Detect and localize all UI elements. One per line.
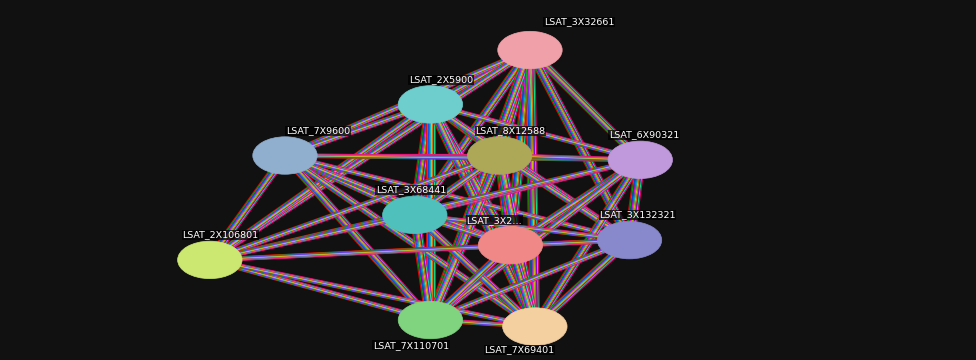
- Ellipse shape: [468, 137, 532, 174]
- Text: LSAT_7X69401: LSAT_7X69401: [484, 346, 554, 354]
- Text: LSAT_3X132321: LSAT_3X132321: [599, 210, 675, 220]
- Ellipse shape: [383, 196, 447, 234]
- Ellipse shape: [597, 221, 662, 259]
- Ellipse shape: [478, 226, 543, 264]
- Text: LSAT_2X5900: LSAT_2X5900: [409, 76, 473, 85]
- Text: LSAT_3X32661: LSAT_3X32661: [544, 17, 614, 26]
- Ellipse shape: [178, 241, 242, 279]
- Text: LSAT_6X90321: LSAT_6X90321: [609, 131, 679, 140]
- Text: LSAT_7X110701: LSAT_7X110701: [373, 341, 449, 350]
- Text: LSAT_2X106801: LSAT_2X106801: [183, 231, 259, 240]
- Ellipse shape: [503, 308, 567, 345]
- Text: LSAT_3X2…: LSAT_3X2…: [467, 216, 522, 225]
- Ellipse shape: [608, 141, 672, 179]
- Ellipse shape: [498, 31, 562, 69]
- Text: LSAT_8X12588: LSAT_8X12588: [475, 127, 546, 136]
- Text: LSAT_3X68441: LSAT_3X68441: [376, 186, 446, 195]
- Text: LSAT_7X9600: LSAT_7X9600: [286, 127, 350, 136]
- Ellipse shape: [398, 86, 463, 123]
- Ellipse shape: [253, 137, 317, 174]
- Ellipse shape: [398, 301, 463, 339]
